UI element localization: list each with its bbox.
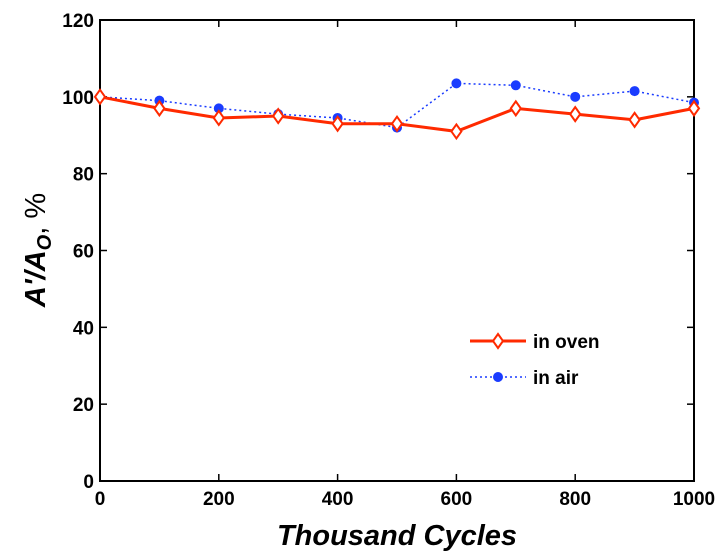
y-tick-label: 0 [83,472,94,493]
legend-label-in-air: in air [533,368,579,389]
data-point-in-oven [628,111,641,129]
data-point-in-oven [271,107,285,125]
y-tick-label: 120 [62,11,94,32]
y-axis-title-subscript: O [34,234,56,250]
data-point-in-oven [687,99,701,118]
legend-marker-in-air [493,372,503,382]
data-point-in-oven [93,88,107,106]
legend: in oven in air [470,332,600,389]
legend-item-in-air: in air [470,368,579,389]
y-axis-title-suffix: , % [20,193,52,235]
plot-area [99,19,695,482]
data-point-in-oven [509,99,523,118]
x-tick-label: 600 [441,489,473,510]
data-point-in-air [570,91,581,102]
legend-item-in-oven: in oven [470,332,600,353]
data-point-in-air [629,86,640,97]
y-tick-label: 40 [73,318,94,339]
data-point-in-oven [331,115,344,133]
data-point-in-oven [568,105,582,123]
y-tick-label: 20 [73,395,94,416]
y-tick-label: 100 [62,88,94,109]
y-axis-ticks: 0 20 40 60 80 100 120 [62,11,694,493]
y-axis-title-main: A'/A [20,250,52,308]
x-tick-label: 200 [203,489,235,510]
series-layer [93,78,701,141]
y-tick-label: 80 [73,165,94,186]
legend-marker-in-oven [491,332,505,350]
y-axis-title: A'/AO, % [20,193,56,308]
data-point-in-air [510,80,521,91]
data-point-in-oven [212,109,226,127]
data-point-in-oven [450,122,463,141]
x-tick-label: 800 [559,489,591,510]
x-axis-ticks: 0 200 400 600 800 1000 [95,20,715,510]
data-point-in-oven [390,115,404,133]
x-tick-label: 1000 [673,489,715,510]
x-axis-title: Thousand Cycles [277,520,517,552]
data-point-in-oven [153,99,166,118]
x-tick-label: 0 [95,489,106,510]
x-tick-label: 400 [322,489,354,510]
legend-label-in-oven: in oven [533,332,600,353]
data-point-in-air [451,78,462,89]
y-tick-label: 60 [73,242,94,263]
data-point-in-air [213,103,224,114]
